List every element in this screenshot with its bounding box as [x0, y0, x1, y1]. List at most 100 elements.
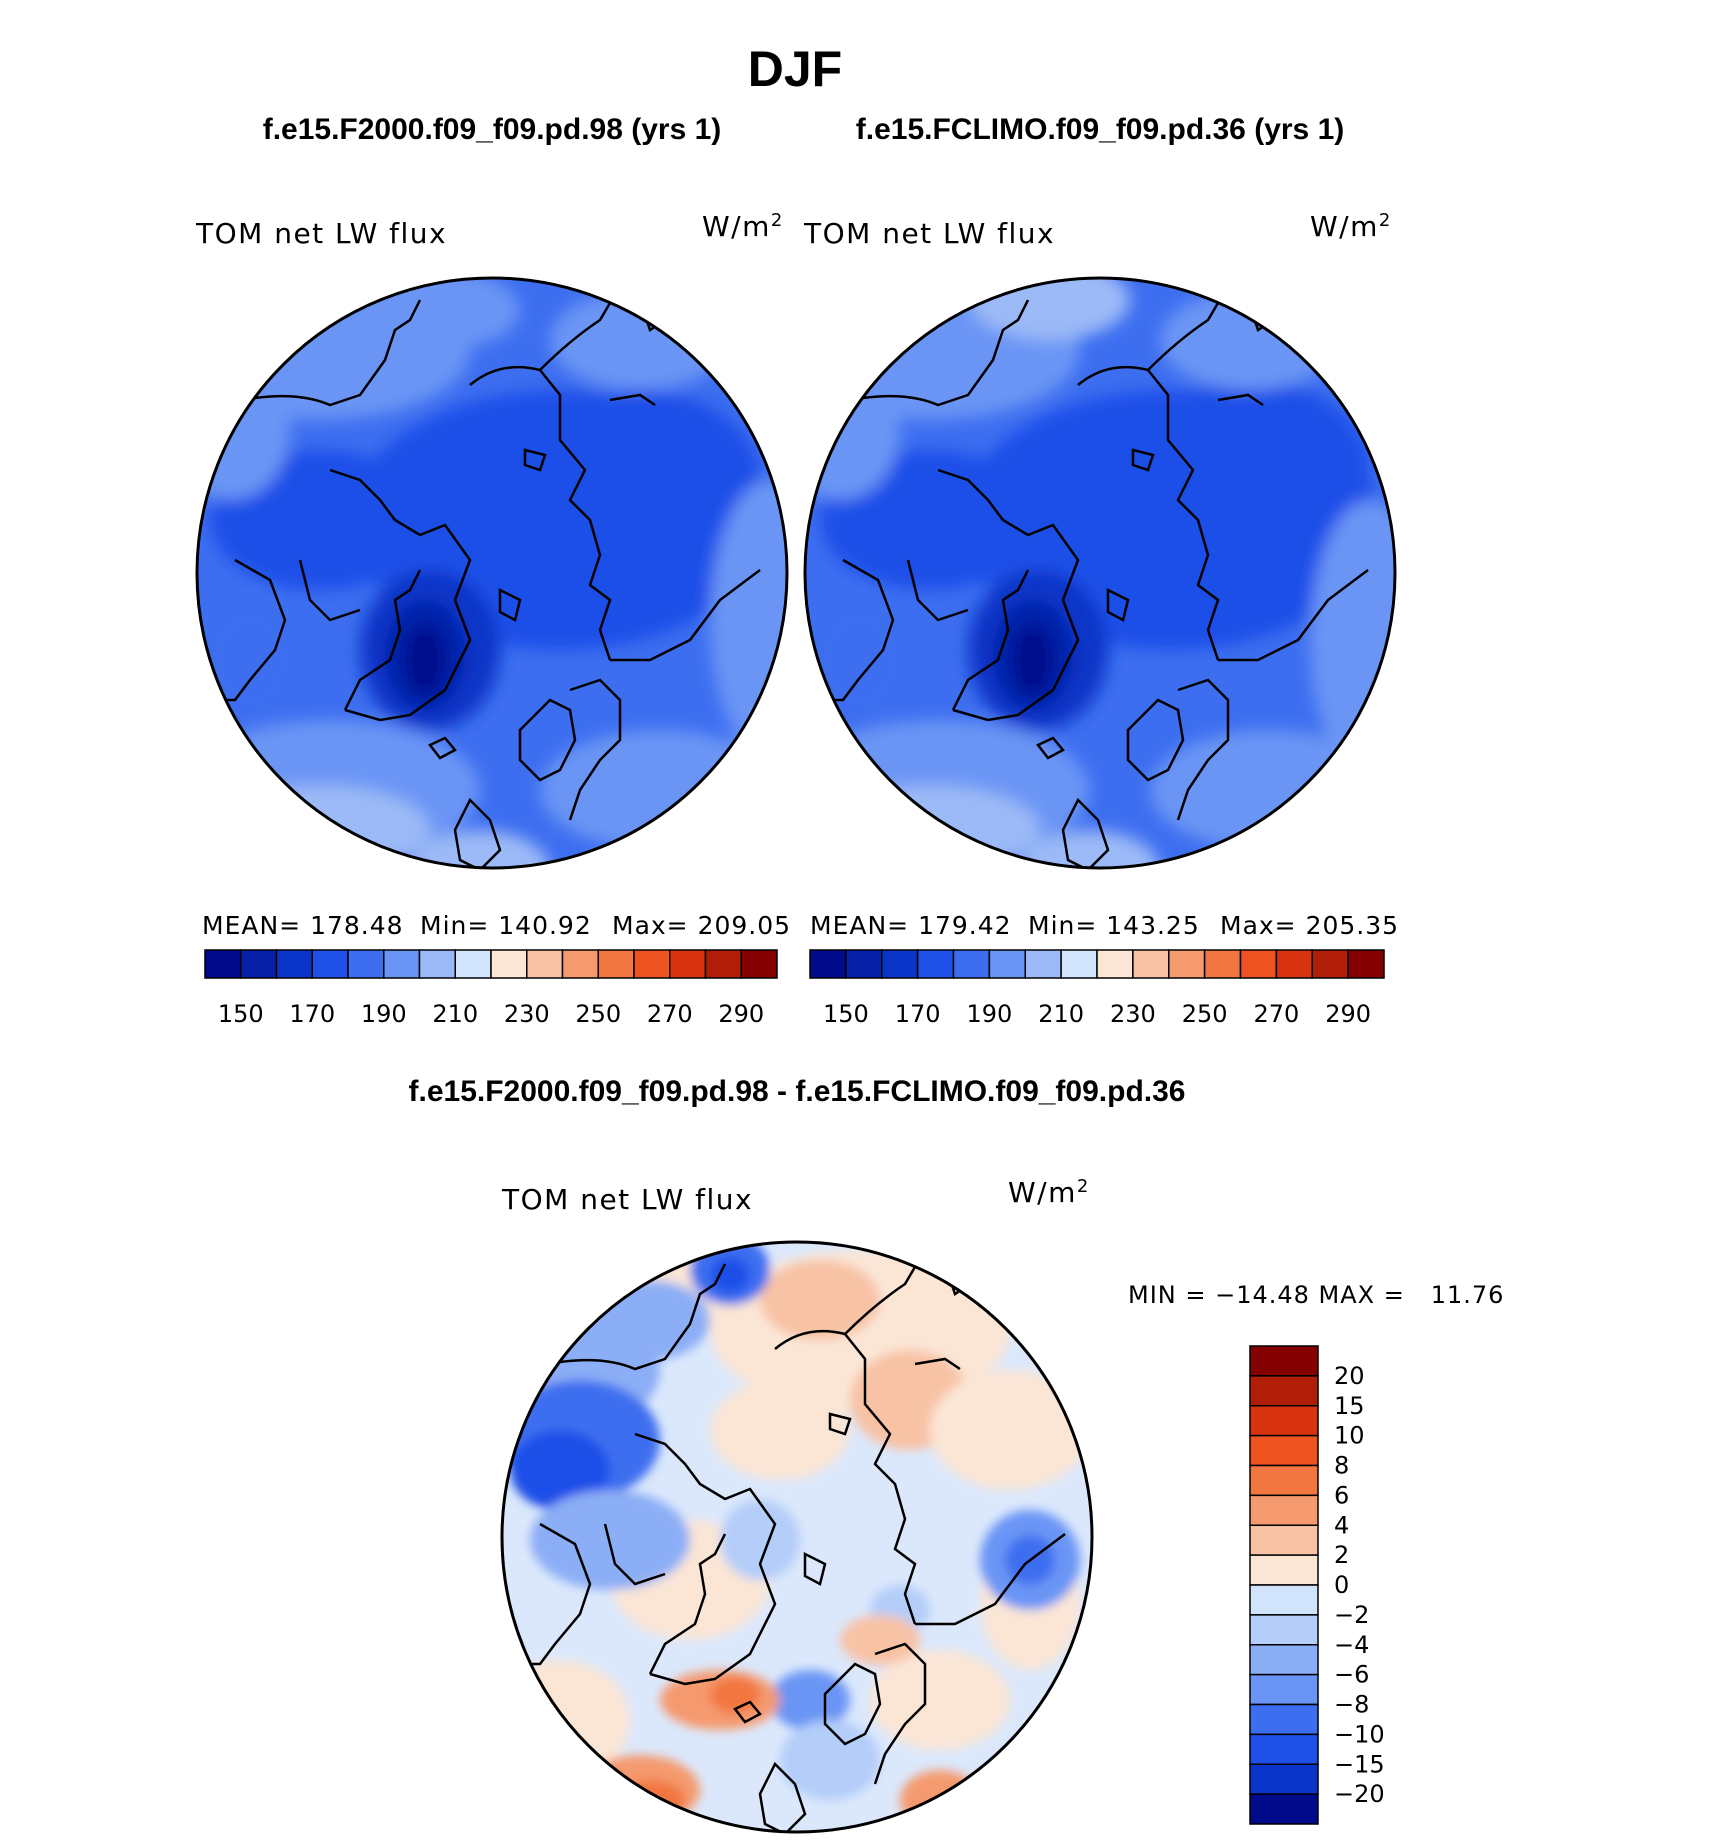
diff-colorbar-tick-label: 4 — [1334, 1511, 1349, 1539]
diff-colorbar-swatch — [1249, 1673, 1319, 1706]
left-colorbar-swatch — [490, 949, 528, 979]
right-variable-label: TOM net LW flux — [803, 217, 1055, 250]
left-min: Min= 140.92 — [420, 911, 592, 940]
right-polar-map — [803, 276, 1397, 870]
left-colorbar-tick-label: 270 — [647, 1000, 693, 1028]
left-map-border — [195, 276, 789, 870]
right-colorbar-tick-label: 190 — [966, 1000, 1012, 1028]
right-colorbar-swatch — [809, 949, 847, 979]
right-max: Max= 205.35 — [1220, 911, 1399, 940]
left-colorbar-swatch — [347, 949, 385, 979]
diff-colorbar-swatch — [1249, 1793, 1319, 1825]
right-colorbar-swatch — [1168, 949, 1206, 979]
left-units-label: W/m2 — [702, 210, 784, 243]
right-colorbar-swatch — [988, 949, 1026, 979]
diff-colorbar-tick-label: 6 — [1334, 1481, 1349, 1509]
diff-colorbar-swatch — [1249, 1733, 1319, 1765]
diff-colorbar-swatch — [1249, 1405, 1319, 1437]
right-colorbar-swatch — [1060, 949, 1098, 979]
right-colorbar-tick-label: 250 — [1182, 1000, 1228, 1028]
diff-colorbar-tick-label: 20 — [1334, 1362, 1365, 1390]
left-colorbar-swatch — [597, 949, 635, 979]
diff-colorbar-swatch — [1249, 1584, 1319, 1616]
left-colorbar-swatch — [240, 949, 278, 979]
left-variable-label: TOM net LW flux — [195, 217, 447, 250]
left-colorbar: 150 170 190 210 230 250 270 290 — [204, 949, 778, 1028]
left-colorbar-tick-label: 290 — [718, 1000, 764, 1028]
left-colorbar-swatch — [669, 949, 707, 979]
left-colorbar-swatch — [311, 949, 349, 979]
left-colorbar-tick-label: 170 — [289, 1000, 335, 1028]
right-colorbar-swatch — [1096, 949, 1134, 979]
diff-polar-map — [500, 1240, 1094, 1834]
left-polar-map — [195, 276, 789, 870]
diff-colorbar-swatch — [1249, 1494, 1319, 1526]
diff-colorbar-tick-label: 2 — [1334, 1541, 1349, 1569]
diff-colorbar-tick-label: 0 — [1334, 1571, 1349, 1599]
diff-colorbar-tick-label: −8 — [1334, 1691, 1369, 1719]
left-colorbar-tick-label: 210 — [432, 1000, 478, 1028]
left-case-title: f.e15.F2000.f09_f09.pd.98 (yrs 1) — [263, 113, 722, 146]
left-colorbar-swatch — [561, 949, 599, 979]
right-map-border — [803, 276, 1397, 870]
left-mean: MEAN= 178.48 — [202, 911, 404, 940]
right-colorbar-tick-label: 290 — [1325, 1000, 1371, 1028]
right-colorbar-swatch — [881, 949, 919, 979]
right-colorbar-swatch — [1132, 949, 1170, 979]
right-colorbar-swatch — [1024, 949, 1062, 979]
diff-colorbar-tick-label: −4 — [1334, 1631, 1369, 1659]
diff-colorbar-swatch — [1249, 1614, 1319, 1646]
right-colorbar-tick-label: 150 — [823, 1000, 869, 1028]
right-colorbar-swatch — [1347, 949, 1385, 979]
right-colorbar-swatch — [916, 949, 955, 979]
left-colorbar-tick-label: 150 — [218, 1000, 264, 1028]
right-colorbar-swatch — [1311, 949, 1349, 979]
diff-colorbar-swatch — [1249, 1375, 1319, 1407]
right-colorbar-tick-label: 270 — [1253, 1000, 1299, 1028]
diff-colorbar-swatch — [1249, 1345, 1319, 1377]
diff-title: f.e15.F2000.f09_f09.pd.98 - f.e15.FCLIMO… — [409, 1075, 1186, 1108]
diff-colorbar-tick-label: −2 — [1334, 1601, 1369, 1629]
left-colorbar-tick-label: 230 — [504, 1000, 550, 1028]
left-colorbar-swatch — [418, 949, 456, 979]
left-colorbar-swatch — [526, 949, 564, 979]
diff-min-max: MIN = −14.48 MAX = 11.76 — [1128, 1281, 1504, 1309]
diff-colorbar-tick-label: −6 — [1334, 1661, 1369, 1689]
diff-colorbar-swatch — [1249, 1644, 1319, 1676]
diff-colorbar-swatch — [1249, 1703, 1319, 1736]
right-colorbar-tick-label: 230 — [1110, 1000, 1156, 1028]
right-colorbar-swatch — [952, 949, 991, 979]
diff-colorbar-swatch — [1249, 1763, 1319, 1795]
main-title: DJF — [748, 41, 842, 97]
left-coastlines — [215, 288, 761, 868]
right-colorbar-tick-label: 170 — [895, 1000, 941, 1028]
diff-colorbar-swatch — [1249, 1554, 1319, 1586]
right-units-label: W/m2 — [1310, 210, 1392, 243]
left-colorbar-swatch — [275, 949, 313, 979]
left-colorbar-swatch — [633, 949, 671, 979]
right-case-title: f.e15.FCLIMO.f09_f09.pd.36 (yrs 1) — [856, 113, 1345, 146]
right-colorbar-swatch — [1203, 949, 1242, 979]
left-colorbar-swatch — [383, 949, 421, 979]
left-colorbar-swatch — [204, 949, 242, 979]
left-colorbar-swatch — [454, 949, 492, 979]
left-colorbar-tick-label: 190 — [361, 1000, 407, 1028]
diff-colorbar-tick-label: 10 — [1334, 1422, 1365, 1450]
diff-colorbar-tick-label: −20 — [1334, 1780, 1385, 1808]
diff-units-label: W/m2 — [1008, 1176, 1090, 1209]
diff-colorbar-tick-label: 8 — [1334, 1452, 1349, 1480]
right-colorbar-tick-label: 210 — [1038, 1000, 1084, 1028]
right-colorbar-swatch — [845, 949, 883, 979]
right-coastlines — [823, 288, 1369, 868]
diff-colorbar-swatch — [1249, 1464, 1319, 1497]
diff-map-border — [500, 1240, 1094, 1834]
left-colorbar-swatch — [704, 949, 742, 979]
diff-colorbar-tick-label: 15 — [1334, 1392, 1365, 1420]
right-colorbar-swatch — [1275, 949, 1313, 979]
diff-colorbar-tick-label: −10 — [1334, 1720, 1385, 1748]
left-max: Max= 209.05 — [612, 911, 791, 940]
diff-variable-label: TOM net LW flux — [501, 1183, 753, 1216]
left-colorbar-tick-label: 250 — [575, 1000, 621, 1028]
